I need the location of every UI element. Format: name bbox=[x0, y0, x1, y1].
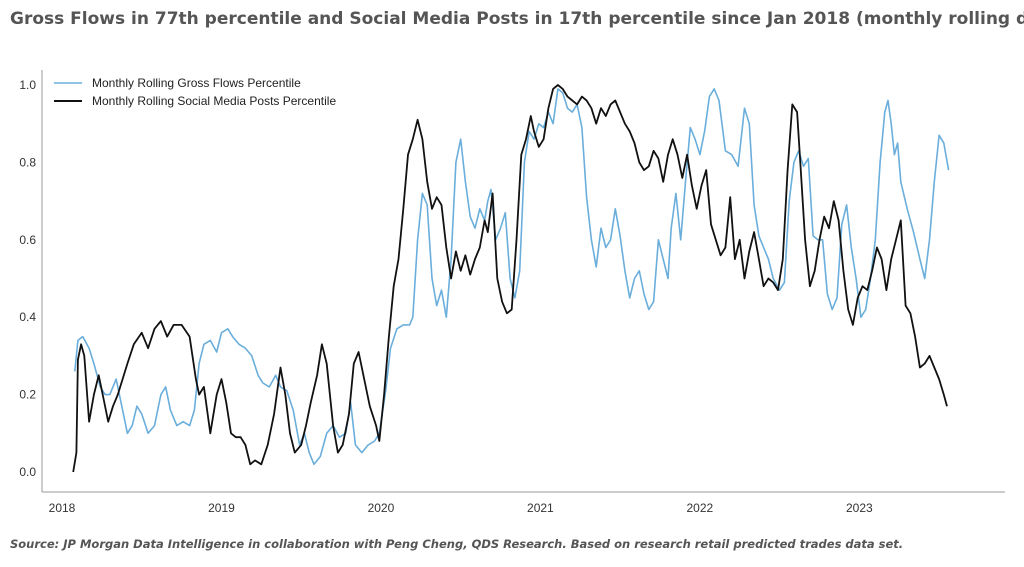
y-tick-label: 1.0 bbox=[19, 78, 36, 92]
y-tick-label: 0.4 bbox=[19, 310, 36, 324]
y-tick-label: 0.2 bbox=[19, 388, 36, 402]
x-tick-label: 2021 bbox=[527, 501, 554, 515]
axes: 0.0 0.2 0.4 0.6 0.8 1.0 2018 2019 2020 2021 2022 20… bbox=[19, 70, 1005, 515]
x-tick-label: 2020 bbox=[368, 501, 395, 515]
y-tick-label: 0.8 bbox=[19, 155, 36, 169]
x-tick-label: 2019 bbox=[208, 501, 235, 515]
chart-area: 0.0 0.2 0.4 0.6 0.8 1.0 2018 2019 2020 2021 2022 20… bbox=[0, 40, 1024, 530]
x-tick-label: 2023 bbox=[846, 501, 873, 515]
chart-title: Gross Flows in 77th percentile and Socia… bbox=[10, 9, 1024, 29]
series-line-1 bbox=[72, 84, 948, 473]
x-tick-label: 2018 bbox=[49, 501, 76, 515]
source-note: Source: JP Morgan Data Intelligence in c… bbox=[10, 537, 904, 551]
legend: Monthly Rolling Gross Flows Percentile Mo… bbox=[54, 76, 336, 108]
line-chart: 0.0 0.2 0.4 0.6 0.8 1.0 2018 2019 2020 2021 2022 20… bbox=[19, 70, 1005, 515]
legend-label: Monthly Rolling Gross Flows Percentile bbox=[92, 76, 301, 90]
series-layer bbox=[72, 84, 950, 473]
series-line-0 bbox=[74, 88, 950, 466]
y-tick-label: 0.0 bbox=[19, 465, 36, 479]
x-tick-label: 2022 bbox=[687, 501, 714, 515]
legend-label: Monthly Rolling Social Media Posts Perce… bbox=[92, 94, 336, 108]
y-tick-label: 0.6 bbox=[19, 233, 36, 247]
